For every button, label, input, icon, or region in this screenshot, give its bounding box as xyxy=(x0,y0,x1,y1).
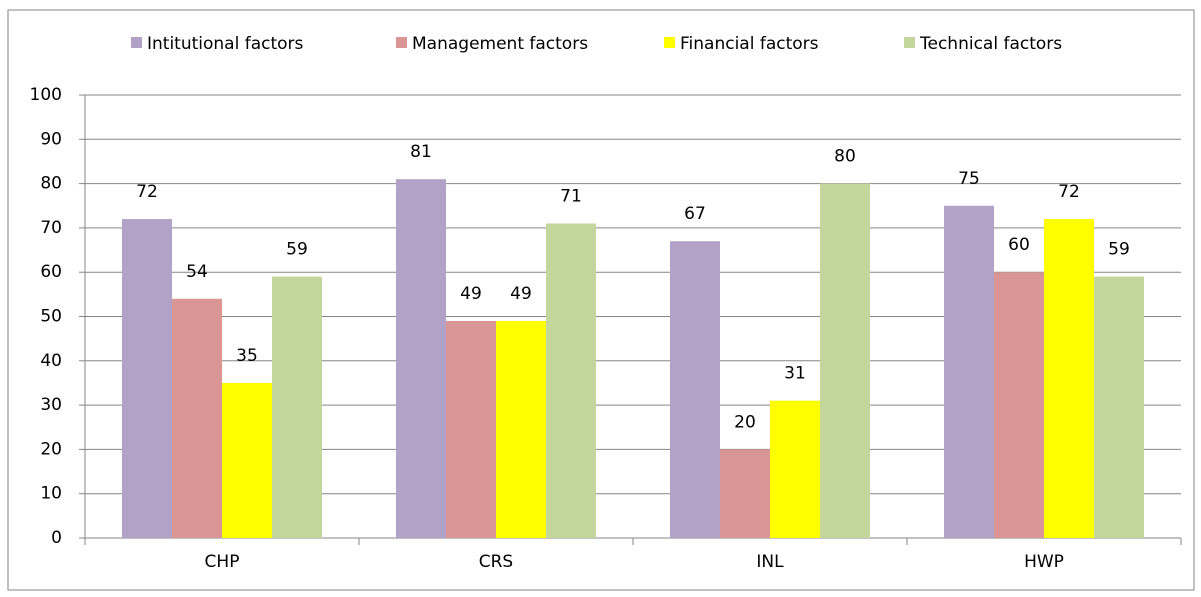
data-label: 49 xyxy=(460,284,482,304)
data-label: 75 xyxy=(958,169,980,189)
y-tick-label: 10 xyxy=(40,484,62,504)
x-tick-label: CRS xyxy=(479,552,513,572)
bar xyxy=(820,183,870,538)
y-tick-label: 50 xyxy=(40,307,62,327)
bar xyxy=(222,382,272,538)
bar xyxy=(1094,276,1144,538)
legend-swatch xyxy=(904,37,915,48)
bar xyxy=(944,205,994,538)
legend-label: Technical factors xyxy=(919,34,1062,54)
data-label: 60 xyxy=(1008,235,1030,255)
legend-label: Management factors xyxy=(412,34,588,54)
bar xyxy=(720,449,770,538)
bar xyxy=(994,272,1044,538)
data-label: 35 xyxy=(236,346,258,366)
data-label: 80 xyxy=(834,147,856,167)
data-label: 72 xyxy=(1058,182,1080,202)
data-label: 81 xyxy=(410,142,432,162)
x-tick-label: CHP xyxy=(205,552,240,572)
y-tick-label: 100 xyxy=(30,85,62,105)
bar xyxy=(496,320,546,538)
data-label: 71 xyxy=(560,186,582,206)
data-label: 31 xyxy=(784,364,806,384)
y-tick-label: 40 xyxy=(40,351,62,371)
bar xyxy=(1044,219,1094,539)
data-label: 54 xyxy=(186,262,208,282)
y-tick-label: 90 xyxy=(40,129,62,149)
legend-label: Financial factors xyxy=(680,34,819,54)
legend-swatch xyxy=(131,37,142,48)
data-label: 72 xyxy=(136,182,158,202)
data-label: 59 xyxy=(1108,240,1130,260)
y-tick-label: 20 xyxy=(40,439,62,459)
y-tick-label: 80 xyxy=(40,174,62,194)
data-label: 59 xyxy=(286,240,308,260)
bar xyxy=(396,179,446,539)
legend-swatch xyxy=(396,37,407,48)
x-tick-label: INL xyxy=(756,552,784,572)
data-label: 20 xyxy=(734,412,756,432)
bar xyxy=(670,241,720,538)
y-tick-label: 70 xyxy=(40,218,62,238)
legend-swatch xyxy=(664,37,675,48)
legend-label: Intitutional factors xyxy=(147,34,304,54)
y-tick-label: 60 xyxy=(40,262,62,282)
bar xyxy=(122,219,172,539)
data-label: 67 xyxy=(684,204,706,224)
data-label: 49 xyxy=(510,284,532,304)
bar xyxy=(272,276,322,538)
bar xyxy=(770,400,820,538)
bar xyxy=(446,320,496,538)
bar xyxy=(172,298,222,538)
x-tick-label: HWP xyxy=(1024,552,1064,572)
bar xyxy=(546,223,596,538)
y-tick-label: 0 xyxy=(51,528,62,548)
y-tick-label: 30 xyxy=(40,395,62,415)
